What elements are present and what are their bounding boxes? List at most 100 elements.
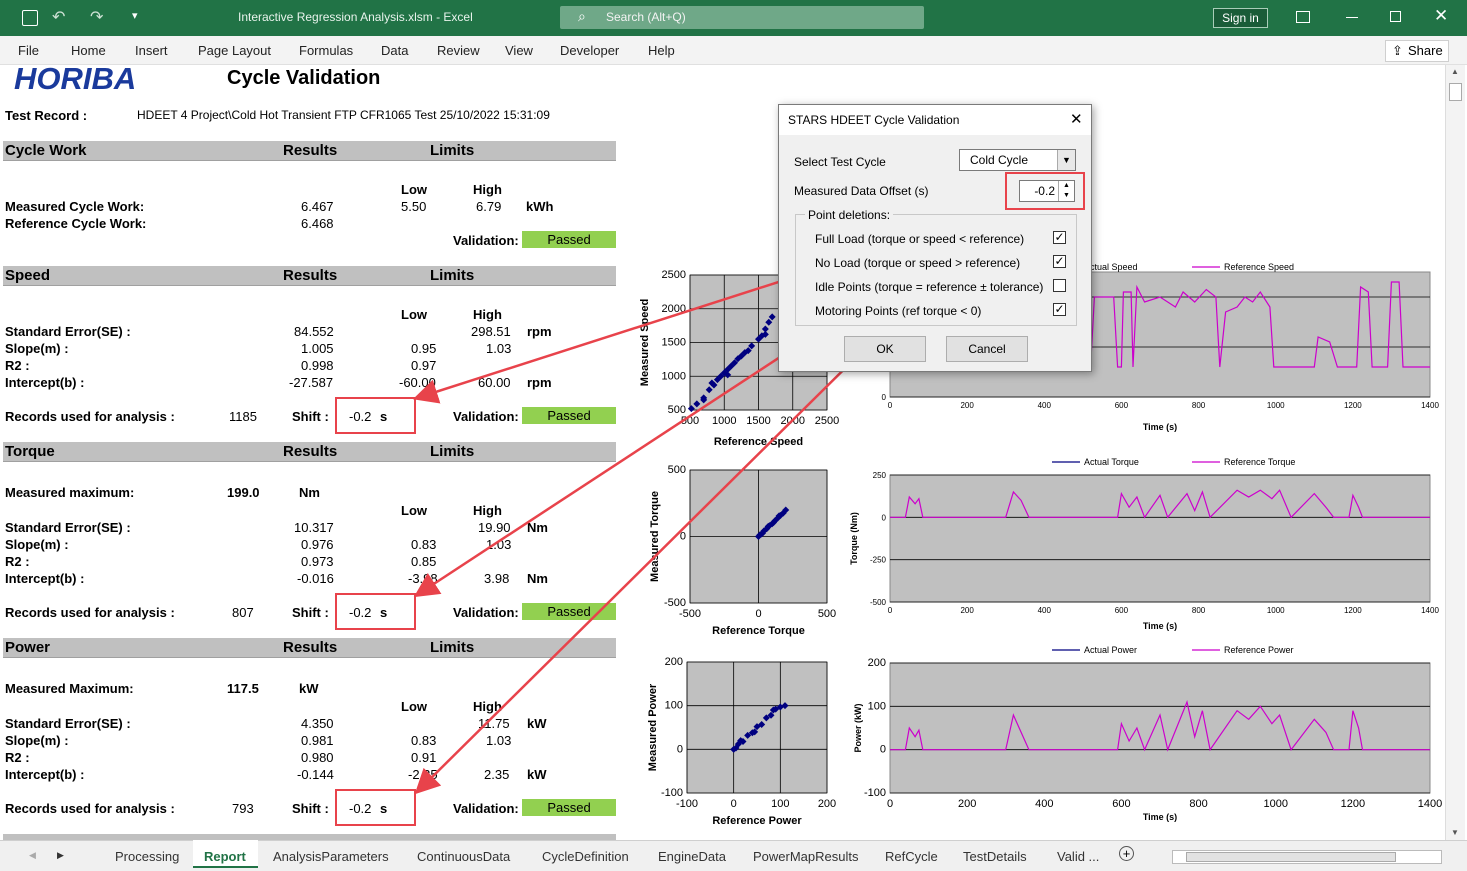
- speed-intercept-unit: rpm: [527, 375, 552, 390]
- option-no-load-label: No Load (torque or speed > reference): [815, 256, 1021, 270]
- tab-ref-cycle[interactable]: RefCycle: [885, 849, 938, 864]
- x-tick-label: 800: [1189, 798, 1207, 810]
- close-icon[interactable]: ✕: [1434, 6, 1449, 25]
- speed-se-label: Standard Error(SE) :: [5, 324, 131, 339]
- maximize-icon[interactable]: [1390, 11, 1401, 22]
- torque-time-chart[interactable]: -500 -250 0 250 0 200 400 600 800 1000 1200 1400 Tim…: [845, 455, 1445, 635]
- menu-insert[interactable]: Insert: [135, 43, 168, 58]
- measured-cycle-work-value: 6.467: [301, 199, 334, 214]
- power-regression-chart[interactable]: -100 0 100 200 -100 0 100 200 Reference Power Mea…: [630, 650, 840, 830]
- worksheet[interactable]: HORIBA Cycle Validation Test Record : HD…: [0, 65, 1445, 840]
- x-tick-label: 1200: [1341, 798, 1365, 810]
- offset-value[interactable]: -0.2: [1034, 184, 1055, 198]
- tab-cycle-definition[interactable]: CycleDefinition: [542, 849, 629, 864]
- torque-r2-low: 0.85: [411, 554, 437, 569]
- section-title: Speed: [5, 267, 51, 284]
- power-se-label: Standard Error(SE) :: [5, 716, 131, 731]
- tab-analysis-parameters[interactable]: AnalysisParameters: [273, 849, 389, 864]
- power-intercept-high: 2.35: [484, 767, 510, 782]
- menu-file[interactable]: File: [18, 43, 39, 58]
- spin-up-icon[interactable]: ▲: [1058, 181, 1074, 191]
- power-slope-label: Slope(m) :: [5, 733, 69, 748]
- tab-next-icon[interactable]: ▶: [57, 850, 64, 860]
- share-button[interactable]: ⇪ Share: [1385, 40, 1449, 62]
- speed-r2-low: 0.97: [411, 358, 437, 373]
- torque-r2-label: R2 :: [5, 554, 30, 569]
- option-no-load-checkbox[interactable]: ✓: [1053, 254, 1066, 268]
- y-tick-label: -500: [870, 598, 887, 607]
- data-point: [724, 371, 732, 379]
- menu-review[interactable]: Review: [437, 43, 480, 58]
- tab-valid[interactable]: Valid ...: [1057, 849, 1100, 864]
- tab-prev-icon[interactable]: ◀: [29, 850, 36, 860]
- undo-icon[interactable]: ↶: [52, 9, 66, 26]
- scroll-up-icon[interactable]: ▲: [1451, 67, 1459, 76]
- test-record-label: Test Record :: [5, 108, 88, 123]
- vertical-scrollbar[interactable]: ▲ ▼: [1445, 65, 1465, 840]
- menu-view[interactable]: View: [505, 43, 533, 58]
- offset-spinner[interactable]: -0.2 ▲ ▼: [1019, 180, 1075, 202]
- shift-label: Shift :: [292, 801, 329, 816]
- tab-test-details[interactable]: TestDetails: [963, 849, 1027, 864]
- menu-page-layout[interactable]: Page Layout: [198, 43, 272, 58]
- add-sheet-icon[interactable]: +: [1119, 846, 1134, 861]
- validation-label: Validation:: [453, 233, 519, 248]
- speed-slope-low: 0.95: [411, 341, 437, 356]
- high-header: High: [473, 699, 502, 714]
- y-tick-label: 0: [880, 744, 886, 756]
- tab-engine-data[interactable]: EngineData: [658, 849, 726, 864]
- power-intercept-unit: kW: [527, 767, 547, 782]
- spin-down-icon[interactable]: ▼: [1058, 191, 1074, 201]
- menu-home[interactable]: Home: [71, 43, 106, 58]
- tab-report[interactable]: Report: [204, 849, 246, 864]
- chevron-down-icon[interactable]: ▼: [1057, 150, 1075, 170]
- cycle-select[interactable]: Cold Cycle ▼: [959, 149, 1076, 171]
- option-idle-label: Idle Points (torque = reference ± tolera…: [815, 280, 1044, 294]
- scroll-thumb[interactable]: [1449, 83, 1462, 101]
- x-tick-label: 1400: [1421, 401, 1439, 410]
- y-tick-label: 0: [882, 393, 887, 402]
- customize-qat-icon[interactable]: ▾: [132, 10, 138, 22]
- y-tick-label: 2500: [662, 269, 686, 281]
- low-header: Low: [401, 699, 427, 714]
- cycle-work-unit: kWh: [526, 199, 554, 214]
- speed-shift-highlight: [335, 397, 416, 434]
- save-icon[interactable]: [22, 10, 38, 26]
- ribbon-display-icon[interactable]: [1296, 11, 1310, 23]
- power-shift-value: -0.2: [349, 801, 372, 816]
- option-idle-checkbox[interactable]: [1053, 279, 1066, 292]
- x-tick-label: 500: [818, 608, 836, 620]
- reference-cycle-work-value: 6.468: [301, 216, 334, 231]
- redo-icon[interactable]: ↷: [90, 9, 104, 26]
- dialog-close-icon[interactable]: ✕: [1070, 111, 1083, 128]
- legend-actual-label: Actual Torque: [1084, 457, 1139, 467]
- option-full-load-checkbox[interactable]: ✓: [1053, 230, 1066, 244]
- cancel-button[interactable]: Cancel: [946, 336, 1028, 362]
- x-tick-label: 1200: [1344, 606, 1362, 615]
- menu-formulas[interactable]: Formulas: [299, 43, 354, 58]
- option-full-load-label: Full Load (torque or speed < reference): [815, 232, 1025, 246]
- x-tick-label: 200: [960, 606, 974, 615]
- ok-button[interactable]: OK: [844, 336, 926, 362]
- option-motoring-checkbox[interactable]: ✓: [1053, 302, 1066, 316]
- data-point: [731, 359, 739, 367]
- data-point: [687, 405, 695, 413]
- x-tick-label: 400: [1038, 401, 1052, 410]
- point-deletions-label: Point deletions:: [805, 208, 894, 222]
- minimize-icon[interactable]: [1346, 17, 1358, 18]
- menu-help[interactable]: Help: [648, 43, 675, 58]
- search-box[interactable]: ⌕ Search (Alt+Q): [560, 6, 924, 29]
- sign-in-button[interactable]: Sign in: [1213, 8, 1268, 28]
- power-max-value: 117.5: [227, 681, 259, 696]
- tab-power-map-results[interactable]: PowerMapResults: [753, 849, 859, 864]
- validation-label: Validation:: [453, 801, 519, 816]
- tab-processing[interactable]: Processing: [115, 849, 180, 864]
- torque-intercept-value: -0.016: [297, 571, 334, 586]
- menu-developer[interactable]: Developer: [560, 43, 620, 58]
- menu-data[interactable]: Data: [381, 43, 409, 58]
- hscroll-thumb[interactable]: [1186, 852, 1396, 862]
- tab-continuous-data[interactable]: ContinuousData: [417, 849, 511, 864]
- scroll-down-icon[interactable]: ▼: [1451, 828, 1459, 837]
